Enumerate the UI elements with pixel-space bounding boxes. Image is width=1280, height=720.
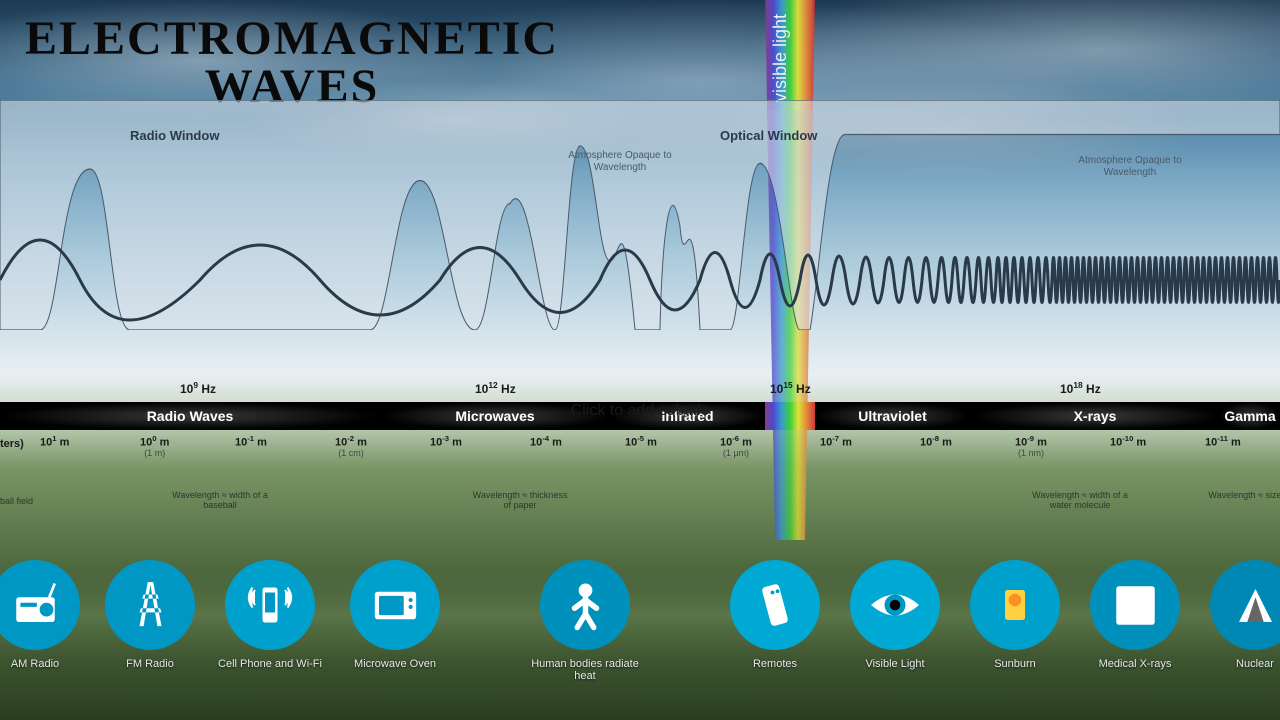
eye-icon-group: Visible Light	[840, 560, 950, 670]
band-segment-gamma: Gamma	[1220, 402, 1280, 430]
xray-caption: Medical X-rays	[1080, 658, 1190, 670]
frequency-tick: 1012 Hz	[475, 380, 516, 396]
wavelength-comparison-note: Wavelength ≈ thickness of paper	[470, 490, 570, 511]
cell-phone-caption: Cell Phone and Wi-Fi	[215, 658, 325, 670]
nuclear-icon-group: Nuclear	[1200, 560, 1280, 670]
subtitle-placeholder[interactable]: Click to add subtitle	[571, 402, 710, 420]
wavelength-tick: 10-9 m(1 nm)	[1015, 435, 1047, 459]
wavelength-tick: 10-8 m	[920, 435, 952, 449]
cell-phone-icon	[225, 560, 315, 650]
microwave-icon	[350, 560, 440, 650]
band-segment-x-rays: X-rays	[970, 402, 1220, 430]
wavelength-tick: 10-10 m	[1110, 435, 1146, 449]
fm-radio-caption: FM Radio	[95, 658, 205, 670]
wavelength-comparison-note: Wavelength ≈ width of a baseball	[170, 490, 270, 511]
nuclear-caption: Nuclear	[1200, 658, 1280, 670]
frequency-tick: 1015 Hz	[770, 380, 811, 396]
frequency-tick: 109 Hz	[180, 380, 216, 396]
wavelength-axis: 101 m 100 m(1 m) 10-1 m 10-2 m(1 cm) 10-3 m 1…	[0, 435, 1280, 485]
example-icons-row: AM Radio FM Radio Cell Phone and Wi-Fi Micr…	[0, 560, 1280, 710]
sun-caption: Sunburn	[960, 658, 1070, 670]
wavelength-tick: 101 m	[40, 435, 69, 449]
visible-band-gap	[765, 402, 815, 430]
sun-icon	[970, 560, 1060, 650]
remote-caption: Remotes	[720, 658, 830, 670]
meters-cut-label: ters)	[0, 438, 24, 450]
wavelength-tick: 100 m(1 m)	[140, 435, 169, 459]
wavelength-tick: 10-4 m	[530, 435, 562, 449]
wavelength-tick: 10-2 m(1 cm)	[335, 435, 367, 459]
opaque-label-2: Atmosphere Opaque to Wavelength	[1060, 155, 1200, 179]
am-radio-caption: AM Radio	[0, 658, 90, 670]
fm-radio-icon-group: FM Radio	[95, 560, 205, 670]
visible-light-label: visible light	[770, 14, 791, 102]
frequency-tick: 1018 Hz	[1060, 380, 1101, 396]
optical-window-label: Optical Window	[720, 128, 817, 143]
human-icon-group: Human bodies radiate heat	[530, 560, 640, 682]
wavelength-comparison-note: Wavelength ≈ size of	[1200, 490, 1280, 500]
radio-window-label: Radio Window	[130, 128, 219, 143]
sun-icon-group: Sunburn	[960, 560, 1070, 670]
em-wave	[0, 180, 1280, 380]
fm-radio-icon	[105, 560, 195, 650]
main-title: Electromagnetic Waves	[25, 15, 559, 111]
frequency-axis: 109 Hz 1012 Hz 1015 Hz 1018 Hz	[0, 375, 1280, 401]
wavelength-tick: 10-11 m	[1205, 435, 1241, 449]
remote-icon-group: Remotes	[720, 560, 830, 670]
wavelength-tick: 10-1 m	[235, 435, 267, 449]
wavelength-tick: 10-7 m	[820, 435, 852, 449]
microwave-icon-group: Microwave Oven	[340, 560, 450, 670]
ball-field-label: ball field	[0, 496, 33, 506]
microwave-caption: Microwave Oven	[340, 658, 450, 670]
remote-icon	[730, 560, 820, 650]
wavelength-tick: 10-3 m	[430, 435, 462, 449]
am-radio-icon	[0, 560, 80, 650]
am-radio-icon-group: AM Radio	[0, 560, 90, 670]
wavelength-tick: 10-5 m	[625, 435, 657, 449]
xray-icon-group: Medical X-rays	[1080, 560, 1190, 670]
human-caption: Human bodies radiate heat	[530, 658, 640, 682]
human-icon	[540, 560, 630, 650]
band-segment-ultraviolet: Ultraviolet	[815, 402, 970, 430]
nuclear-icon	[1210, 560, 1280, 650]
wavelength-tick: 10-6 m(1 μm)	[720, 435, 752, 459]
wavelength-comparison-note: Wavelength ≈ width of a water molecule	[1030, 490, 1130, 511]
xray-icon	[1090, 560, 1180, 650]
eye-caption: Visible Light	[840, 658, 950, 670]
opaque-label-1: Atmosphere Opaque to Wavelength	[560, 150, 680, 174]
cell-phone-icon-group: Cell Phone and Wi-Fi	[215, 560, 325, 670]
eye-icon	[850, 560, 940, 650]
band-segment-radio-waves: Radio Waves	[0, 402, 380, 430]
